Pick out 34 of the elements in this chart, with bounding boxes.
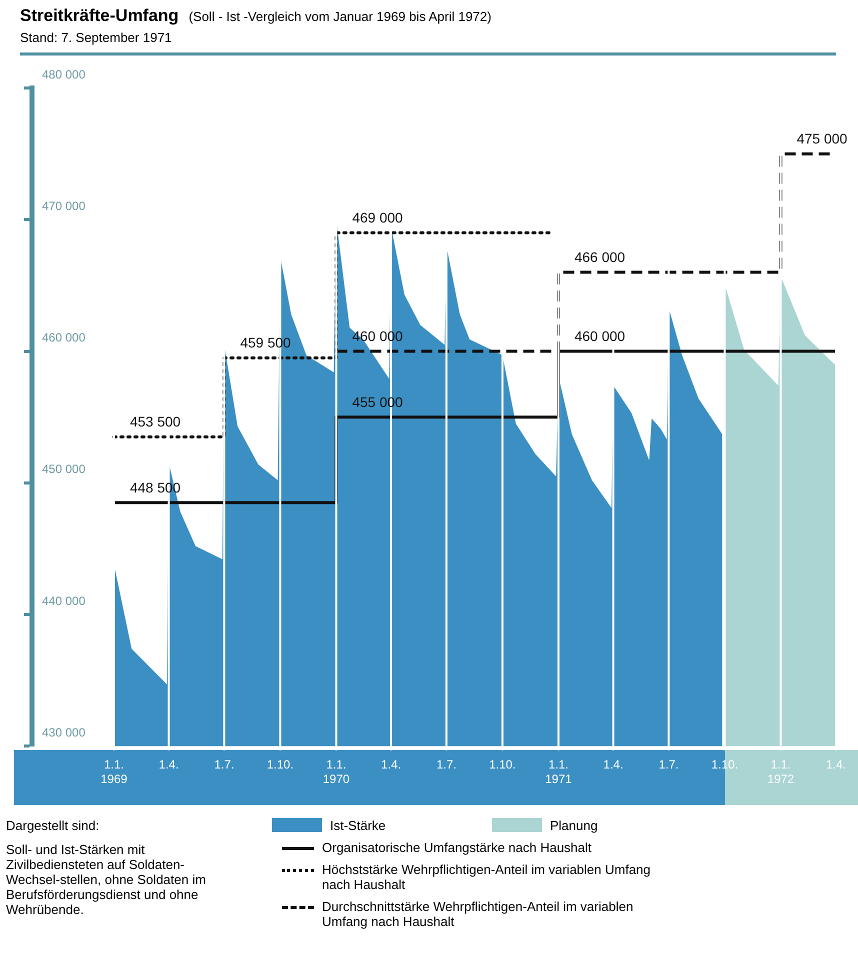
data-label: 460 000 [574, 328, 626, 344]
x-tick-label: 1.7. [658, 758, 679, 772]
data-label: 453 500 [130, 414, 181, 430]
data-label: 466 000 [574, 249, 626, 266]
x-tick-label: 1.10. [489, 758, 516, 772]
x-tick-label: 1.4. [381, 758, 402, 772]
y-tick-label: 470 000 [42, 198, 86, 213]
x-tick-label: 1.1. 1970 [322, 758, 350, 786]
legend-label: Organisatorische Umfangstärke nach Haushalt [322, 840, 592, 855]
chart-title: Streitkräfte-Umfang [20, 6, 179, 25]
x-tick-label: 1.10. [266, 758, 294, 772]
y-tick-label: 430 000 [42, 726, 86, 740]
y-tick-label: 440 000 [42, 594, 86, 608]
x-tick-label: 1.1. 1971 [545, 758, 572, 786]
text: Soll- und Ist-Stärken mit Zivilbediensteten auf Soldaten-Wechsel-stellen, ohne Soldaten im Berufsförderungsdienst und ohne Wehrübende. [6, 842, 207, 917]
x-tick-label: 1.4. [826, 758, 846, 772]
data-label: 469 000 [352, 210, 404, 226]
x-tick-label: 1.1. 1972 [767, 758, 794, 786]
x-tick-label: 1.1. 1969 [100, 758, 128, 786]
y-tick-label: 450 000 [42, 462, 86, 476]
legend-label: Höchststärke Wehrpflichtigen-Anteil im variablen Umfang nach Haushalt [322, 862, 652, 892]
text: Dargestellt sind: [6, 818, 100, 833]
y-tick-label: 480 000 [42, 67, 86, 82]
chart-subtitle: (Soll - Ist -Vergleich vom Januar 1969 bis April 1972) [188, 9, 492, 24]
x-tick-label: 1.7. [436, 758, 456, 772]
x-tick-label: 1.7. [214, 758, 234, 772]
x-tick-label: 1.4. [603, 758, 624, 772]
legend-label: Durchschnittstärke Wehrpflichtigen-Anteil im variablen Umfang nach Haushalt [322, 899, 634, 929]
y-tick-label: 460 000 [42, 330, 86, 345]
text: Stand: 7. September 1971 [20, 30, 172, 45]
legend-label: Planung [550, 818, 598, 833]
legend-label: Ist-Stärke [330, 818, 386, 833]
x-tick-label: 1.4. [158, 758, 179, 772]
data-label: 475 000 [796, 130, 848, 147]
